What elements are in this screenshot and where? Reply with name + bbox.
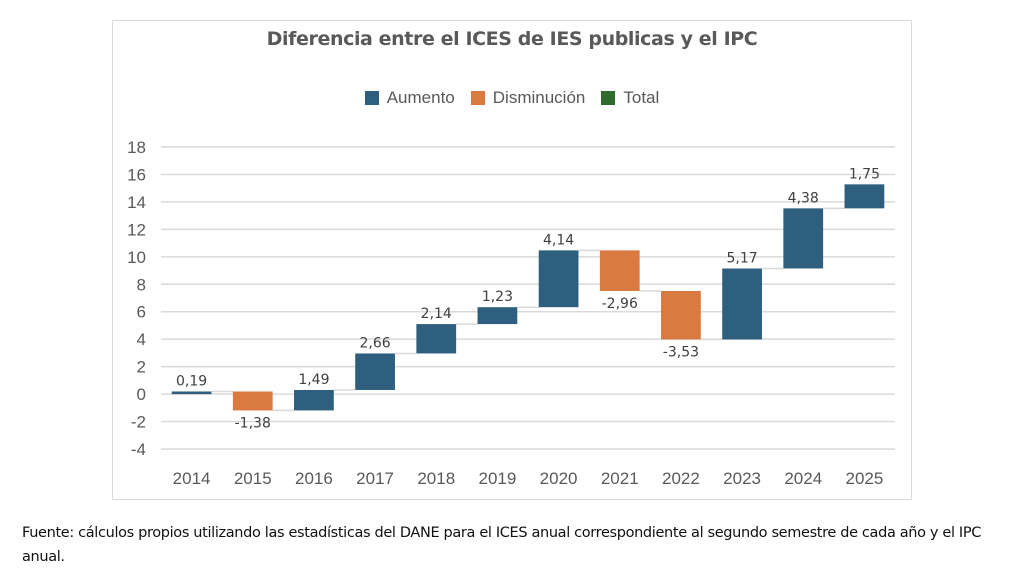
y-tick-label: -2	[131, 413, 146, 432]
connectors	[211, 207, 845, 412]
x-axis: 2014 2015 2016 2017 2018 2019 2020 2021 2022 2023…	[173, 469, 884, 488]
x-tick-label: 2015	[234, 469, 272, 488]
y-axis: 18 16 14 12 10 8 6 4 2 0 -2 -4	[127, 138, 146, 459]
legend-label-disminucion: Disminución	[492, 88, 586, 107]
y-tick-label: 6	[137, 303, 146, 322]
bar-2015	[232, 391, 273, 411]
bar-2022	[661, 290, 701, 340]
chart-legend: Aumento Disminución Total	[0, 88, 1024, 108]
source-note: Fuente: cálculos propios utilizando las …	[22, 525, 981, 565]
data-label-2024: 4,38	[788, 190, 819, 206]
legend-swatch-disminucion	[470, 91, 485, 105]
data-label-2020: 4,14	[543, 232, 574, 248]
y-tick-label: 14	[127, 193, 146, 212]
y-tick-label: 8	[137, 275, 146, 294]
bar-2018	[416, 324, 457, 354]
data-label-2014: 0,19	[176, 373, 207, 389]
y-tick-label: 2	[137, 358, 146, 377]
data-label-2022: -3,53	[663, 344, 699, 360]
data-label-2016: 1,49	[298, 372, 329, 388]
data-label-2015: -1,38	[235, 415, 271, 431]
x-tick-label: 2017	[356, 469, 394, 488]
bar-2014	[171, 391, 212, 395]
data-label-2023: 5,17	[726, 250, 757, 266]
data-label-2021: -2,96	[602, 296, 638, 312]
data-label-2025: 1,75	[849, 166, 880, 182]
x-tick-label: 2022	[662, 469, 700, 488]
x-tick-label: 2016	[295, 469, 333, 488]
data-label-2019: 1,23	[482, 289, 513, 305]
x-tick-label: 2025	[846, 469, 884, 488]
y-tick-label: 10	[127, 248, 146, 267]
legend-swatch-total	[601, 91, 616, 105]
y-tick-label: 4	[137, 330, 146, 349]
x-tick-label: 2023	[723, 469, 761, 488]
legend-item-total: Total	[601, 88, 659, 108]
x-tick-label: 2021	[601, 469, 639, 488]
x-tick-label: 2024	[784, 469, 822, 488]
bar-2025	[844, 184, 885, 209]
legend-label-total: Total	[623, 88, 660, 107]
chart-frame	[112, 20, 912, 500]
bar-2019	[477, 307, 518, 325]
bar-2021	[599, 250, 640, 291]
legend-item-aumento: Aumento	[364, 88, 455, 108]
data-labels: 0,19 -1,38 1,49 2,66 2,14 1,23 4,14 -2,96 -3,53 5…	[176, 166, 880, 431]
data-label-2017: 2,66	[359, 335, 390, 351]
y-tick-label: 16	[127, 165, 146, 184]
legend-item-disminucion: Disminución	[470, 88, 586, 108]
legend-swatch-aumento	[364, 91, 379, 105]
x-tick-label: 2020	[540, 469, 578, 488]
gridlines	[161, 146, 895, 450]
bar-2024	[783, 208, 824, 269]
data-label-2018: 2,14	[421, 306, 452, 322]
bar-2017	[355, 353, 395, 390]
chart-title: Diferencia entre el ICES de IES publicas…	[266, 28, 758, 50]
bar-2016	[294, 389, 334, 411]
legend-label-aumento: Aumento	[386, 88, 455, 107]
y-tick-label: 18	[127, 138, 146, 157]
bars	[171, 184, 885, 411]
x-tick-label: 2014	[173, 469, 211, 488]
x-tick-label: 2018	[417, 469, 455, 488]
bar-2020	[538, 250, 579, 308]
y-tick-label: -4	[131, 440, 146, 459]
y-tick-label: 0	[137, 385, 146, 404]
x-tick-label: 2019	[479, 469, 517, 488]
y-tick-label: 12	[127, 220, 146, 239]
bar-2023	[722, 268, 762, 340]
